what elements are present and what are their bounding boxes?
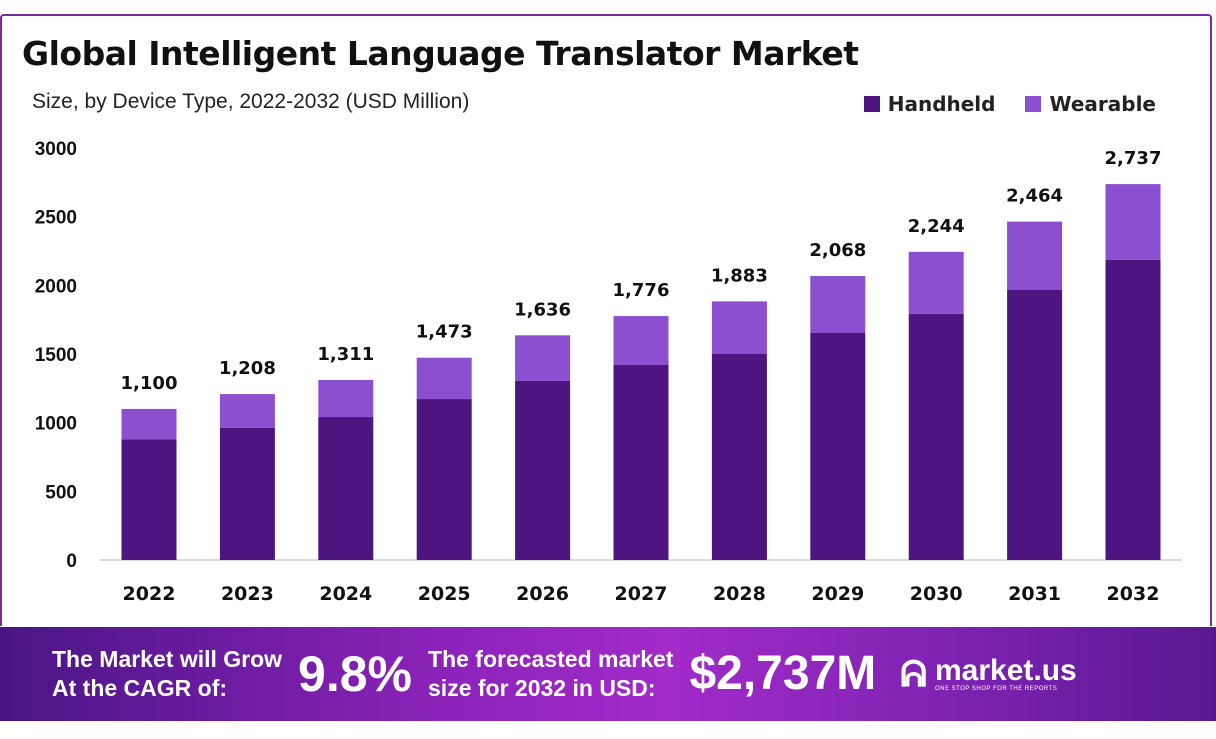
- bar-wearable-2025: [416, 357, 472, 400]
- x-tick-label: 2031: [1008, 583, 1061, 605]
- x-tick-label: 2028: [713, 583, 766, 605]
- footer-banner: The Market will Grow At the CAGR of: 9.8…: [0, 627, 1216, 721]
- bar-handheld-2023: [219, 427, 275, 560]
- x-tick-label: 2030: [910, 583, 963, 605]
- logo-mark-icon: ᕱ: [900, 653, 927, 694]
- logo-text: market.us: [934, 654, 1077, 687]
- legend-swatch-handheld: [863, 96, 880, 112]
- bar-wearable-2027: [613, 316, 669, 365]
- chart-subtitle: Size, by Device Type, 2022-2032 (USD Mil…: [32, 90, 470, 113]
- bar-handheld-2027: [613, 364, 669, 560]
- legend-item-handheld: Handheld: [863, 92, 996, 116]
- y-tick-label: 0: [66, 551, 77, 572]
- y-tick-label: 1500: [35, 345, 77, 366]
- bar-handheld-2025: [416, 399, 472, 560]
- bar-wearable-2024: [318, 379, 374, 418]
- cagr-label: The Market will Grow At the CAGR of:: [52, 645, 282, 703]
- bar-wearable-2030: [908, 251, 964, 314]
- y-tick-label: 500: [45, 482, 77, 503]
- data-label: 1,776: [613, 280, 670, 301]
- bar-wearable-2022: [121, 408, 177, 440]
- forecast-label-line1: The forecasted market: [428, 646, 674, 672]
- y-tick-label: 2000: [35, 276, 77, 297]
- x-tick-label: 2022: [123, 583, 176, 605]
- bar-handheld-2028: [711, 354, 767, 560]
- x-tick-label: 2026: [516, 583, 569, 605]
- data-label: 2,068: [809, 240, 866, 261]
- legend: Handheld Wearable: [863, 92, 1156, 116]
- data-label: 2,464: [1006, 186, 1063, 207]
- logo-tagline: ONE STOP SHOP FOR THE REPORTS: [934, 686, 1058, 692]
- bar-handheld-2029: [810, 332, 866, 560]
- x-tick-label: 2032: [1107, 583, 1160, 605]
- x-tick-label: 2029: [811, 583, 864, 605]
- data-label: 2,737: [1105, 148, 1162, 169]
- x-tick-label: 2023: [221, 583, 274, 605]
- bar-handheld-2031: [1007, 290, 1063, 560]
- bar-handheld-2022: [121, 439, 177, 560]
- chart-title: Global Intelligent Language Translator M…: [22, 34, 859, 73]
- cagr-label-line1: The Market will Grow: [52, 646, 283, 672]
- bar-chart: 0 500 1000 1500 2000 2500 3000 1,100 2022 1,208 20…: [35, 139, 1182, 605]
- bar-handheld-2030: [908, 313, 964, 560]
- bar-handheld-2026: [515, 380, 571, 560]
- bar-wearable-2028: [711, 301, 767, 354]
- bar-wearable-2026: [515, 335, 571, 381]
- data-label: 1,883: [711, 265, 768, 286]
- data-label: 1,100: [121, 373, 178, 394]
- data-label: 1,636: [514, 299, 571, 320]
- bar-wearable-2031: [1007, 221, 1063, 291]
- legend-item-wearable: Wearable: [1025, 92, 1156, 116]
- x-tick-label: 2024: [319, 583, 372, 605]
- y-tick-label: 3000: [35, 139, 77, 160]
- market-us-logo: ᕱ market.us ONE STOP SHOP FOR THE REPORT…: [900, 653, 1077, 694]
- cagr-value: 9.8%: [298, 646, 413, 702]
- forecast-value: $2,737M: [689, 647, 877, 700]
- bar-handheld-2024: [318, 417, 374, 560]
- bar-wearable-2023: [219, 394, 275, 428]
- bar-handheld-2032: [1105, 259, 1161, 560]
- legend-swatch-wearable: [1025, 96, 1042, 112]
- forecast-label-line2: size for 2032 in USD:: [428, 675, 656, 701]
- bar-wearable-2029: [810, 275, 866, 333]
- x-tick-label: 2027: [615, 583, 668, 605]
- y-tick-label: 1000: [35, 414, 77, 435]
- bar-wearable-2032: [1105, 184, 1161, 260]
- y-tick-label: 2500: [35, 208, 77, 229]
- forecast-label: The forecasted market size for 2032 in U…: [428, 645, 673, 703]
- data-label: 2,244: [908, 216, 965, 237]
- data-label: 1,311: [317, 344, 374, 365]
- chart-frame: [0, 14, 1212, 626]
- data-label: 1,208: [219, 358, 276, 379]
- legend-label: Wearable: [1049, 92, 1156, 116]
- data-label: 1,473: [416, 322, 473, 343]
- cagr-label-line2: At the CAGR of:: [52, 675, 228, 701]
- x-tick-label: 2025: [418, 583, 471, 605]
- legend-label: Handheld: [887, 92, 996, 116]
